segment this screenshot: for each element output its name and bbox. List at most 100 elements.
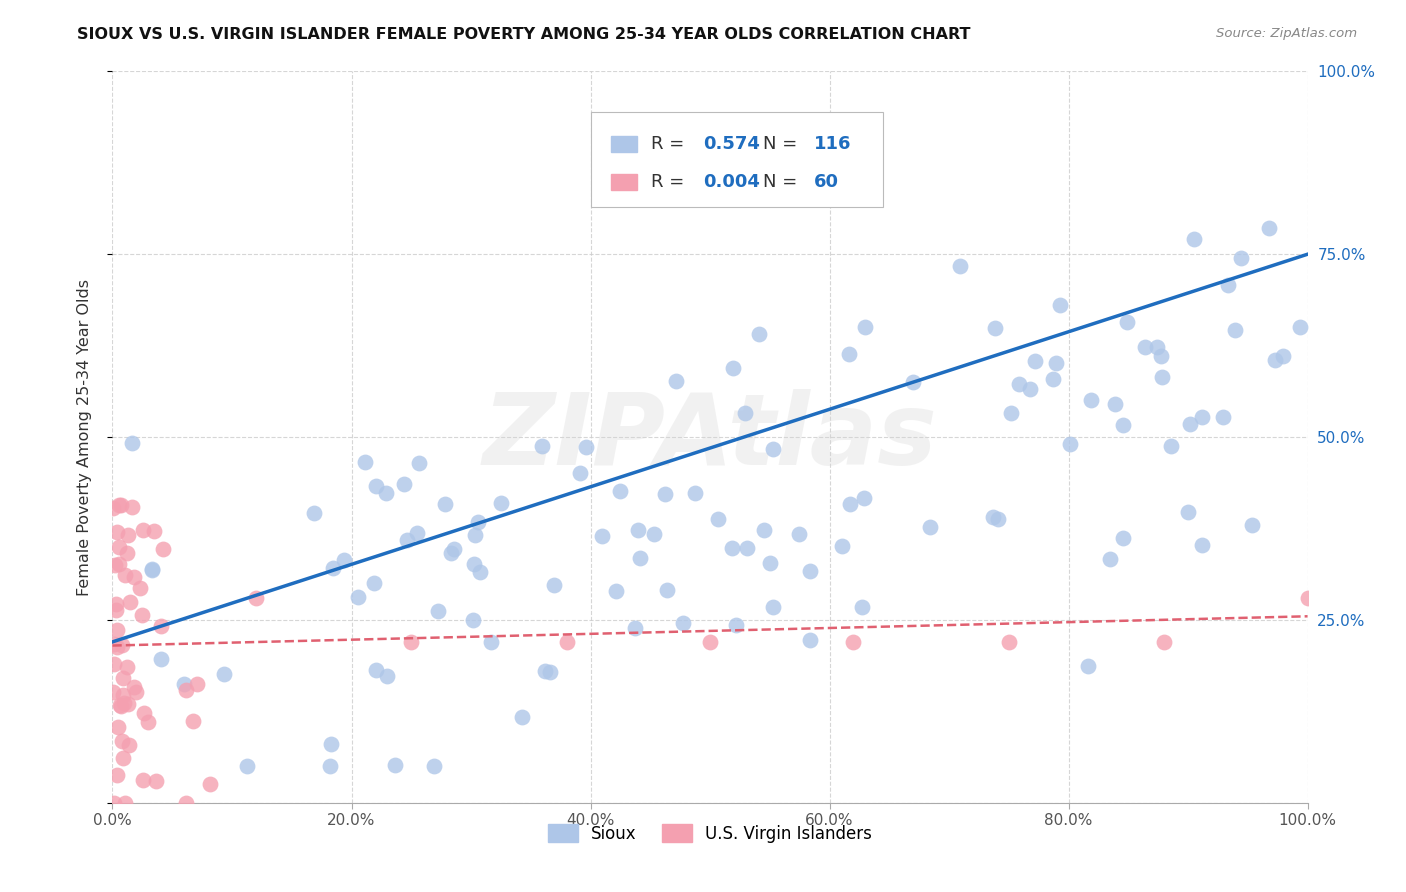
Point [1080,392,1102,407]
Point [949,259,972,273]
Text: 0.004: 0.004 [703,173,759,191]
Y-axis label: Female Poverty Among 25-34 Year Olds: Female Poverty Among 25-34 Year Olds [77,278,91,596]
Point [489,496,512,510]
Point [443,542,465,557]
Point [117,697,139,711]
Point [1150,349,1173,363]
Point [105,767,128,781]
Point [723,361,745,376]
FancyBboxPatch shape [591,112,883,207]
Point [145,773,167,788]
Point [1216,277,1239,292]
Point [136,714,159,729]
Point [103,637,125,651]
Point [510,710,533,724]
Point [748,327,770,342]
Point [392,476,415,491]
Point [302,506,325,520]
Text: N =: N = [762,135,803,153]
Text: R =: R = [651,173,690,191]
Point [103,657,125,671]
Point [1272,349,1295,363]
Point [720,541,742,556]
Point [434,496,457,510]
Point [1112,531,1135,545]
Point [1150,370,1173,384]
Point [111,688,134,702]
Point [114,796,136,810]
Point [754,523,776,537]
Point [108,557,131,571]
Point [853,491,876,506]
Point [627,523,650,537]
Point [101,685,124,699]
Point [1160,439,1182,453]
Point [1289,319,1312,334]
Point [1059,437,1081,451]
Point [555,635,578,649]
Point [735,541,758,556]
Point [150,652,173,666]
Point [672,615,695,630]
Point [787,527,810,541]
Point [103,501,125,516]
FancyBboxPatch shape [610,174,637,190]
Point [103,796,125,810]
Point [174,683,197,698]
Point [408,456,430,470]
Text: 116: 116 [814,135,852,153]
Point [108,698,131,712]
Point [115,546,138,560]
Point [734,406,756,420]
Point [1104,397,1126,411]
Point [1146,341,1168,355]
Point [110,698,132,713]
Point [131,607,153,622]
Point [853,320,876,334]
Point [467,515,489,529]
Point [707,512,730,526]
Point [423,759,446,773]
Point [112,696,135,710]
Point [1264,353,1286,368]
Point [463,557,485,571]
Point [132,706,155,720]
Point [842,635,865,649]
Point [105,640,128,654]
Point [685,485,707,500]
Point [987,512,1010,526]
Point [395,533,418,547]
Point [1008,376,1031,391]
Point [623,621,645,635]
Point [319,737,342,751]
Point [654,487,676,501]
Point [793,149,815,163]
Point [1296,591,1319,605]
Point [347,590,370,604]
Point [530,439,553,453]
Point [831,539,853,553]
Point [759,556,782,570]
Point [628,550,651,565]
Point [128,581,150,595]
Point [384,757,406,772]
Text: Source: ZipAtlas.com: Source: ZipAtlas.com [1216,27,1357,40]
Point [605,584,627,599]
Point [141,563,163,577]
Point [799,564,821,578]
Point [245,591,267,605]
Point [112,751,135,765]
Text: N =: N = [762,173,803,191]
Point [1177,505,1199,519]
Point [838,346,860,360]
Point [1099,552,1122,566]
Point [1180,417,1202,431]
Point [104,603,127,617]
Point [236,759,259,773]
Point [364,663,387,677]
Point [125,685,148,699]
Point [575,440,598,454]
Point [1229,251,1251,265]
Point [534,664,557,678]
Point [150,619,173,633]
